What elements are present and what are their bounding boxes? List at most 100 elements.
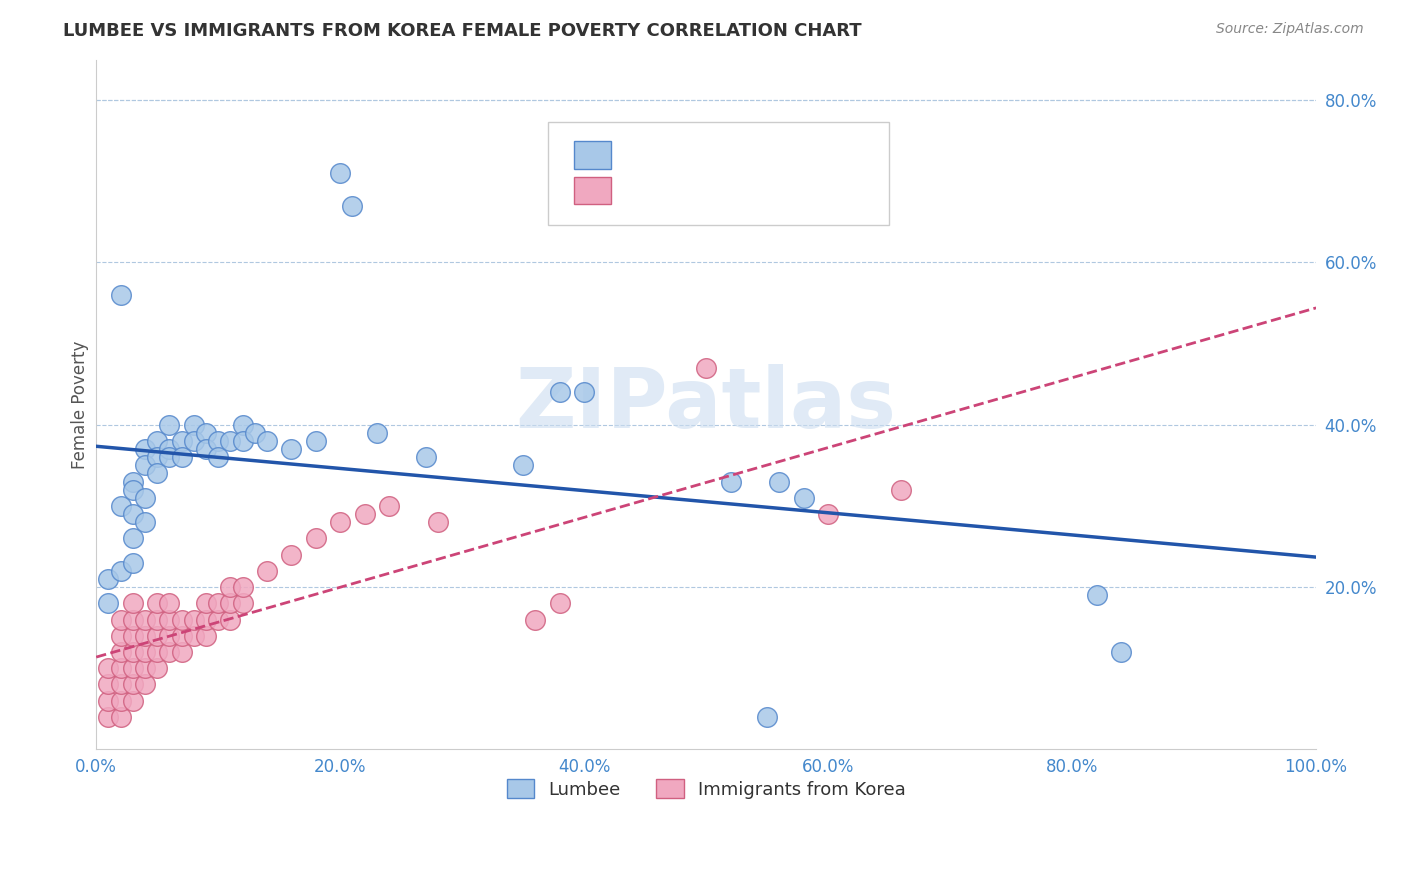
Point	[134, 661, 156, 675]
Point	[280, 548, 302, 562]
Point	[232, 434, 254, 448]
Point	[512, 458, 534, 473]
Point	[157, 629, 180, 643]
Point	[97, 596, 120, 610]
Point	[110, 661, 132, 675]
Point	[170, 629, 193, 643]
Point	[170, 434, 193, 448]
Point	[110, 564, 132, 578]
Point	[366, 425, 388, 440]
Point	[353, 507, 375, 521]
Point	[121, 532, 143, 546]
Point	[305, 532, 328, 546]
Point	[1085, 588, 1108, 602]
Point	[170, 450, 193, 465]
Point	[817, 507, 839, 521]
Point	[170, 645, 193, 659]
Point	[121, 645, 143, 659]
Point	[207, 450, 229, 465]
Point	[256, 434, 278, 448]
Point	[146, 645, 169, 659]
Point	[134, 515, 156, 529]
Point	[183, 613, 205, 627]
Point	[121, 556, 143, 570]
Point	[232, 596, 254, 610]
Text: LUMBEE VS IMMIGRANTS FROM KOREA FEMALE POVERTY CORRELATION CHART: LUMBEE VS IMMIGRANTS FROM KOREA FEMALE P…	[63, 22, 862, 40]
Point	[524, 613, 547, 627]
Point	[194, 629, 217, 643]
Point	[157, 442, 180, 457]
Point	[97, 572, 120, 586]
Point	[97, 677, 120, 691]
Point	[134, 491, 156, 505]
Point	[121, 629, 143, 643]
Point	[110, 629, 132, 643]
Point	[134, 677, 156, 691]
Point	[329, 515, 352, 529]
Point	[305, 434, 328, 448]
Point	[890, 483, 912, 497]
Point	[134, 458, 156, 473]
Point	[329, 166, 352, 180]
Point	[256, 564, 278, 578]
Point	[170, 613, 193, 627]
Point	[121, 483, 143, 497]
Point	[110, 288, 132, 302]
Point	[793, 491, 815, 505]
Point	[110, 613, 132, 627]
Point	[121, 475, 143, 489]
Legend: Lumbee, Immigrants from Korea: Lumbee, Immigrants from Korea	[499, 772, 912, 806]
Point	[146, 661, 169, 675]
Point	[219, 580, 242, 594]
Point	[110, 645, 132, 659]
Point	[121, 596, 143, 610]
Point	[134, 613, 156, 627]
Point	[157, 417, 180, 432]
Point	[548, 596, 571, 610]
Point	[183, 629, 205, 643]
Point	[97, 694, 120, 708]
Text: Source: ZipAtlas.com: Source: ZipAtlas.com	[1216, 22, 1364, 37]
Point	[720, 475, 742, 489]
Point	[110, 694, 132, 708]
Point	[378, 499, 401, 513]
Point	[183, 434, 205, 448]
Point	[1109, 645, 1132, 659]
Point	[121, 613, 143, 627]
Point	[194, 442, 217, 457]
Point	[183, 417, 205, 432]
FancyBboxPatch shape	[547, 121, 889, 225]
Point	[121, 507, 143, 521]
Point	[280, 442, 302, 457]
FancyBboxPatch shape	[575, 141, 612, 169]
Point	[134, 629, 156, 643]
Point	[157, 645, 180, 659]
Point	[157, 450, 180, 465]
Point	[207, 434, 229, 448]
Point	[110, 677, 132, 691]
Point	[121, 661, 143, 675]
Y-axis label: Female Poverty: Female Poverty	[72, 341, 89, 468]
Point	[232, 580, 254, 594]
Point	[572, 385, 595, 400]
Point	[134, 645, 156, 659]
Point	[157, 596, 180, 610]
Point	[146, 596, 169, 610]
Point	[134, 442, 156, 457]
Point	[157, 613, 180, 627]
Point	[146, 434, 169, 448]
Point	[426, 515, 449, 529]
Point	[207, 613, 229, 627]
Point	[194, 596, 217, 610]
Point	[194, 425, 217, 440]
Point	[146, 613, 169, 627]
Point	[243, 425, 266, 440]
Point	[97, 710, 120, 724]
Point	[146, 467, 169, 481]
Point	[146, 629, 169, 643]
Point	[232, 417, 254, 432]
Point	[110, 710, 132, 724]
Point	[768, 475, 790, 489]
Point	[219, 434, 242, 448]
Point	[121, 694, 143, 708]
